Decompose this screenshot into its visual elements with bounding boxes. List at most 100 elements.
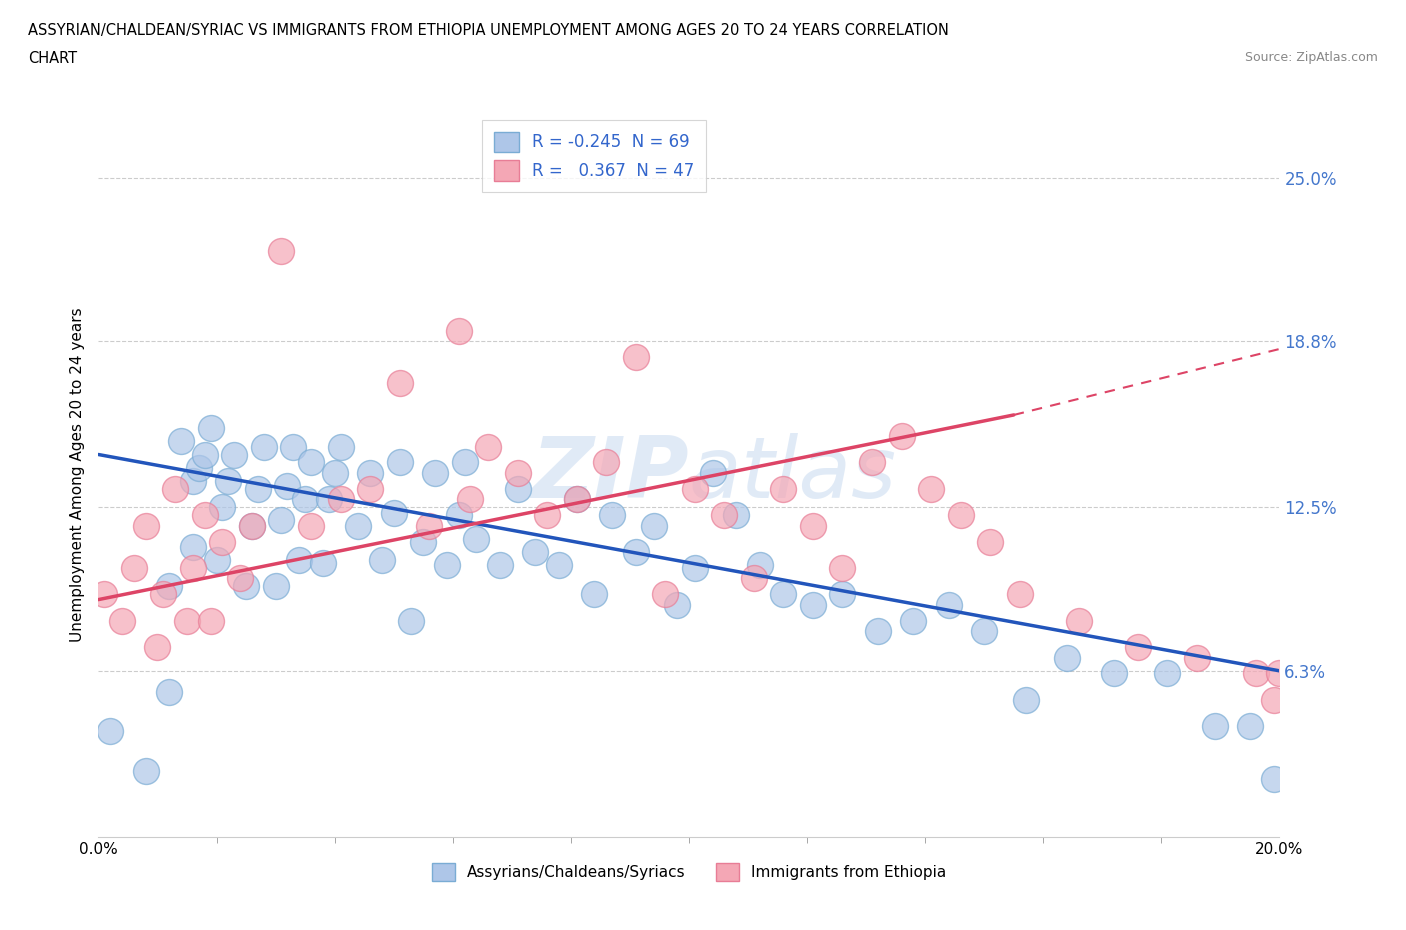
Point — [412, 534, 434, 549]
Point — [1014, 693, 1036, 708]
Point — [748, 558, 770, 573]
Point — [536, 508, 558, 523]
Point — [866, 624, 889, 639]
Point — [548, 558, 571, 573]
Point — [235, 579, 257, 594]
Point — [624, 545, 647, 560]
Point — [194, 508, 217, 523]
Point — [465, 531, 488, 546]
Point — [240, 518, 263, 533]
Point — [371, 552, 394, 567]
Point — [920, 482, 942, 497]
Point — [436, 558, 458, 573]
Point — [170, 434, 193, 449]
Point — [979, 534, 1001, 549]
Point — [299, 518, 322, 533]
Point — [1067, 613, 1090, 628]
Point — [565, 492, 588, 507]
Point — [772, 587, 794, 602]
Point — [211, 499, 233, 514]
Point — [447, 323, 470, 338]
Point — [447, 508, 470, 523]
Point — [973, 624, 995, 639]
Point — [1126, 640, 1149, 655]
Point — [860, 455, 883, 470]
Point — [831, 587, 853, 602]
Point — [477, 439, 499, 454]
Point — [240, 518, 263, 533]
Point — [489, 558, 512, 573]
Point — [111, 613, 134, 628]
Legend: Assyrians/Chaldeans/Syriacs, Immigrants from Ethiopia: Assyrians/Chaldeans/Syriacs, Immigrants … — [426, 857, 952, 887]
Text: atlas: atlas — [689, 432, 897, 516]
Point — [318, 492, 340, 507]
Point — [264, 579, 287, 594]
Point — [831, 561, 853, 576]
Point — [152, 587, 174, 602]
Point — [1056, 650, 1078, 665]
Point — [323, 466, 346, 481]
Point — [270, 244, 292, 259]
Point — [135, 764, 157, 778]
Point — [157, 684, 180, 699]
Point — [565, 492, 588, 507]
Point — [949, 508, 972, 523]
Point — [713, 508, 735, 523]
Point — [93, 587, 115, 602]
Point — [329, 492, 352, 507]
Point — [299, 455, 322, 470]
Point — [200, 613, 222, 628]
Point — [1263, 693, 1285, 708]
Point — [253, 439, 276, 454]
Point — [742, 571, 765, 586]
Point — [1185, 650, 1208, 665]
Point — [288, 552, 311, 567]
Text: ASSYRIAN/CHALDEAN/SYRIAC VS IMMIGRANTS FROM ETHIOPIA UNEMPLOYMENT AMONG AGES 20 : ASSYRIAN/CHALDEAN/SYRIAC VS IMMIGRANTS F… — [28, 23, 949, 38]
Point — [181, 539, 204, 554]
Point — [205, 552, 228, 567]
Point — [181, 473, 204, 488]
Point — [382, 505, 405, 520]
Point — [211, 534, 233, 549]
Point — [347, 518, 370, 533]
Y-axis label: Unemployment Among Ages 20 to 24 years: Unemployment Among Ages 20 to 24 years — [69, 307, 84, 642]
Point — [194, 447, 217, 462]
Point — [903, 613, 925, 628]
Point — [801, 518, 824, 533]
Point — [329, 439, 352, 454]
Point — [187, 460, 209, 475]
Point — [135, 518, 157, 533]
Point — [229, 571, 252, 586]
Point — [524, 545, 547, 560]
Point — [283, 439, 305, 454]
Text: Source: ZipAtlas.com: Source: ZipAtlas.com — [1244, 51, 1378, 64]
Text: ZIP: ZIP — [531, 432, 689, 516]
Point — [506, 482, 529, 497]
Point — [217, 473, 239, 488]
Point — [270, 513, 292, 528]
Point — [643, 518, 665, 533]
Point — [506, 466, 529, 481]
Text: CHART: CHART — [28, 51, 77, 66]
Point — [772, 482, 794, 497]
Point — [181, 561, 204, 576]
Point — [122, 561, 145, 576]
Point — [583, 587, 606, 602]
Point — [654, 587, 676, 602]
Point — [595, 455, 617, 470]
Point — [600, 508, 623, 523]
Point — [1008, 587, 1031, 602]
Point — [146, 640, 169, 655]
Point — [1204, 719, 1226, 734]
Point — [1244, 666, 1267, 681]
Point — [165, 482, 187, 497]
Point — [176, 613, 198, 628]
Point — [683, 561, 706, 576]
Point — [890, 429, 912, 444]
Point — [359, 482, 381, 497]
Point — [401, 613, 423, 628]
Point — [666, 597, 689, 612]
Point — [200, 420, 222, 435]
Point — [98, 724, 121, 739]
Point — [359, 466, 381, 481]
